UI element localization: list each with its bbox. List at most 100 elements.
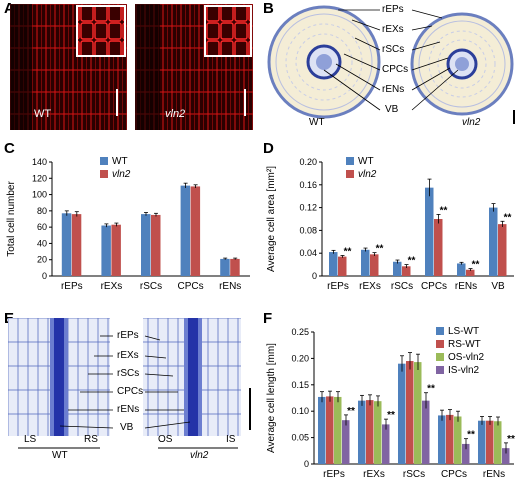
x-tick-label: rEPs [61,281,83,292]
x-tick-label: rENs [483,469,505,480]
x-tick-label: rSCs [140,281,162,292]
y-tick-label: 0 [42,271,47,281]
bar [334,396,342,464]
bar [111,224,121,276]
y-axis-label: Average cell length [mm] [266,343,277,453]
bar [329,252,338,276]
bar [101,225,111,276]
x-tick-label: VB [491,281,505,292]
wt-label: WT [52,450,68,461]
legend-label: LS-WT [448,326,479,337]
label-cpcs: CPCs [382,64,409,75]
mutant-inset [204,5,252,57]
chart-d: 0 0.04 0.08 0.12 0.16 0.20 Average cell area [… [266,156,514,292]
label-cpcs: CPCs [117,386,144,397]
bar [358,400,366,464]
label-rexs: rEXs [117,350,139,361]
bar [446,414,454,464]
bar [457,263,466,276]
legend-swatch [346,157,354,165]
y-tick-label: 0.10 [291,406,309,416]
significance-mark: ** [504,212,512,223]
panel-b-cross-sections [267,5,515,124]
mutant-label: vln2 [462,117,481,128]
ls-label: LS [24,434,37,445]
y-tick-label: 0.25 [291,327,309,337]
bar [478,420,486,464]
bar [141,214,151,276]
legend-label: WT [112,156,128,167]
bar [374,401,382,464]
x-tick-label: rENs [219,281,241,292]
mutant-label: vln2 [165,108,186,120]
x-tick-label: rSCs [403,469,425,480]
mutant-label: vln2 [190,450,209,461]
y-tick-label: 60 [37,222,47,232]
y-tick-label: 0.08 [299,225,317,235]
label-rens: rENs [117,404,140,415]
bar [462,443,470,464]
legend-swatch [436,340,444,348]
y-tick-label: 0.05 [291,433,309,443]
significance-mark: ** [347,406,355,417]
bar [326,396,334,464]
wt-vascular-bundle [54,318,64,436]
bar [406,361,414,464]
bar [466,269,475,276]
label-vb: VB [120,422,134,433]
os-label: OS [158,434,173,445]
bar [438,415,446,464]
x-tick-label: rEPs [327,281,349,292]
x-tick-label: CPCs [178,281,204,292]
mutant-cross-section [410,12,514,116]
x-tick-label: CPCs [421,281,447,292]
y-tick-label: 0.04 [299,248,317,258]
x-tick-label: rEXs [363,469,385,480]
bar [486,420,494,464]
mutant-vascular-bundle [188,318,198,436]
legend-label: vln2 [112,169,131,180]
bar [220,258,230,276]
x-tick-label: rEXs [359,281,381,292]
is-label: IS [226,434,236,445]
bar [382,424,390,464]
significance-mark: ** [427,384,435,395]
panel-c-letter: C [4,140,15,157]
significance-mark: ** [507,434,515,445]
panel-f-letter: F [263,310,273,327]
chart-f: 0 0.05 0.10 0.15 0.20 0.25 Average cell length… [266,326,515,480]
label-repss: rEPs [117,330,139,341]
bar [366,400,374,464]
bar [338,256,347,276]
label-repss: rEPs [382,4,404,15]
y-axis-label: Average cell area [mm²] [266,166,277,272]
bar [361,249,370,276]
y-tick-label: 40 [37,238,47,248]
panel-a-micrographs [10,4,253,130]
leader-lines [323,9,459,111]
legend-label: RS-WT [448,339,481,350]
legend-label: WT [358,156,374,167]
bar [342,420,350,464]
x-tick-label: rEPs [323,469,345,480]
wt-label: WT [309,117,325,128]
chart-c: 0 20 40 60 80 100 120 140 Total cell number rEPs r… [6,156,250,292]
bar [230,258,240,276]
bar [494,421,502,464]
bar [414,362,422,464]
x-tick-label: CPCs [441,469,467,480]
significance-mark: ** [387,410,395,421]
legend-label: IS-vln2 [448,365,480,376]
wt-inset [76,5,126,57]
legend-swatch [436,353,444,361]
y-tick-label: 80 [37,206,47,216]
y-tick-label: 0.15 [291,380,309,390]
bar [71,214,82,276]
significance-mark: ** [472,260,480,271]
y-tick-label: 0.20 [299,157,317,167]
bar [422,400,430,464]
x-tick-label: rENs [455,281,477,292]
label-vb: VB [385,104,399,115]
bar [370,254,379,276]
y-tick-label: 0.16 [299,180,317,190]
